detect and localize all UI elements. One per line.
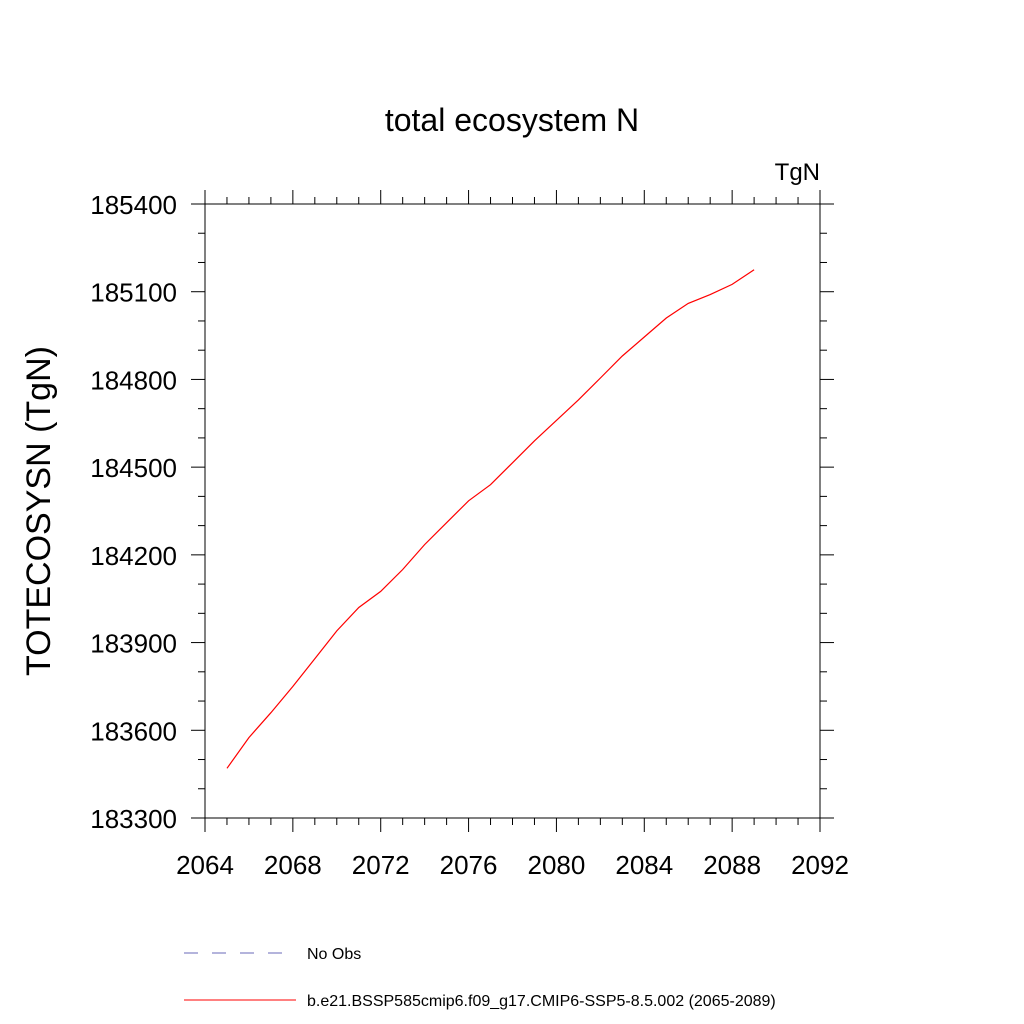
x-axis: 2064 2068 2072 2076 2080 2084 2088 2092 — [176, 190, 849, 880]
data-point — [511, 461, 515, 465]
data-point — [335, 629, 339, 633]
series-layer — [225, 268, 756, 770]
chart-title: total ecosystem N — [385, 102, 639, 138]
x-tick-label: 2092 — [791, 850, 849, 880]
plot-frame — [204, 203, 821, 819]
data-point — [225, 766, 229, 770]
data-point — [313, 657, 317, 661]
y-tick-label: 185400 — [90, 190, 177, 220]
x-tick-label: 2064 — [176, 850, 234, 880]
x-tick-label: 2076 — [440, 850, 498, 880]
y-axis: 183300 183600 183900 184200 184500 184800 1851… — [90, 190, 834, 834]
legend: No Obs b.e21.BSSP585cmip6.f09_g17.CMIP6-S… — [184, 946, 776, 1010]
data-point — [752, 268, 756, 272]
data-point — [642, 335, 646, 339]
data-point — [401, 567, 405, 571]
legend-label: b.e21.BSSP585cmip6.f09_g17.CMIP6-SSP5-8.… — [307, 993, 776, 1010]
x-tick-label: 2080 — [528, 850, 586, 880]
data-point — [423, 543, 427, 547]
y-tick-label: 183300 — [90, 804, 177, 834]
data-point — [467, 499, 471, 503]
data-point — [269, 711, 273, 715]
data-point — [532, 439, 536, 443]
x-tick-label: 2084 — [615, 850, 673, 880]
data-point — [598, 376, 602, 380]
data-point — [576, 398, 580, 402]
y-tick-label: 185100 — [90, 278, 177, 308]
data-point — [664, 316, 668, 320]
y-tick-label: 183900 — [90, 629, 177, 659]
x-tick-label: 2068 — [264, 850, 322, 880]
data-point — [357, 605, 361, 609]
data-point — [620, 354, 624, 358]
data-point — [247, 736, 251, 740]
y-tick-label: 184200 — [90, 541, 177, 571]
data-point — [291, 684, 295, 688]
legend-label: No Obs — [307, 946, 361, 963]
data-point — [708, 293, 712, 297]
y-tick-label: 184800 — [90, 365, 177, 395]
data-point — [379, 589, 383, 593]
series-line-1 — [226, 269, 755, 769]
data-point — [730, 282, 734, 286]
data-point — [686, 301, 690, 305]
units-label: TgN — [775, 159, 820, 186]
y-tick-label: 183600 — [90, 716, 177, 746]
data-point — [554, 418, 558, 422]
x-tick-label: 2072 — [352, 850, 410, 880]
x-tick-label: 2088 — [703, 850, 761, 880]
data-point — [489, 483, 493, 487]
data-point — [445, 521, 449, 525]
y-tick-label: 184500 — [90, 453, 177, 483]
y-axis-label: TOTECOSYSN (TgN) — [20, 346, 58, 676]
